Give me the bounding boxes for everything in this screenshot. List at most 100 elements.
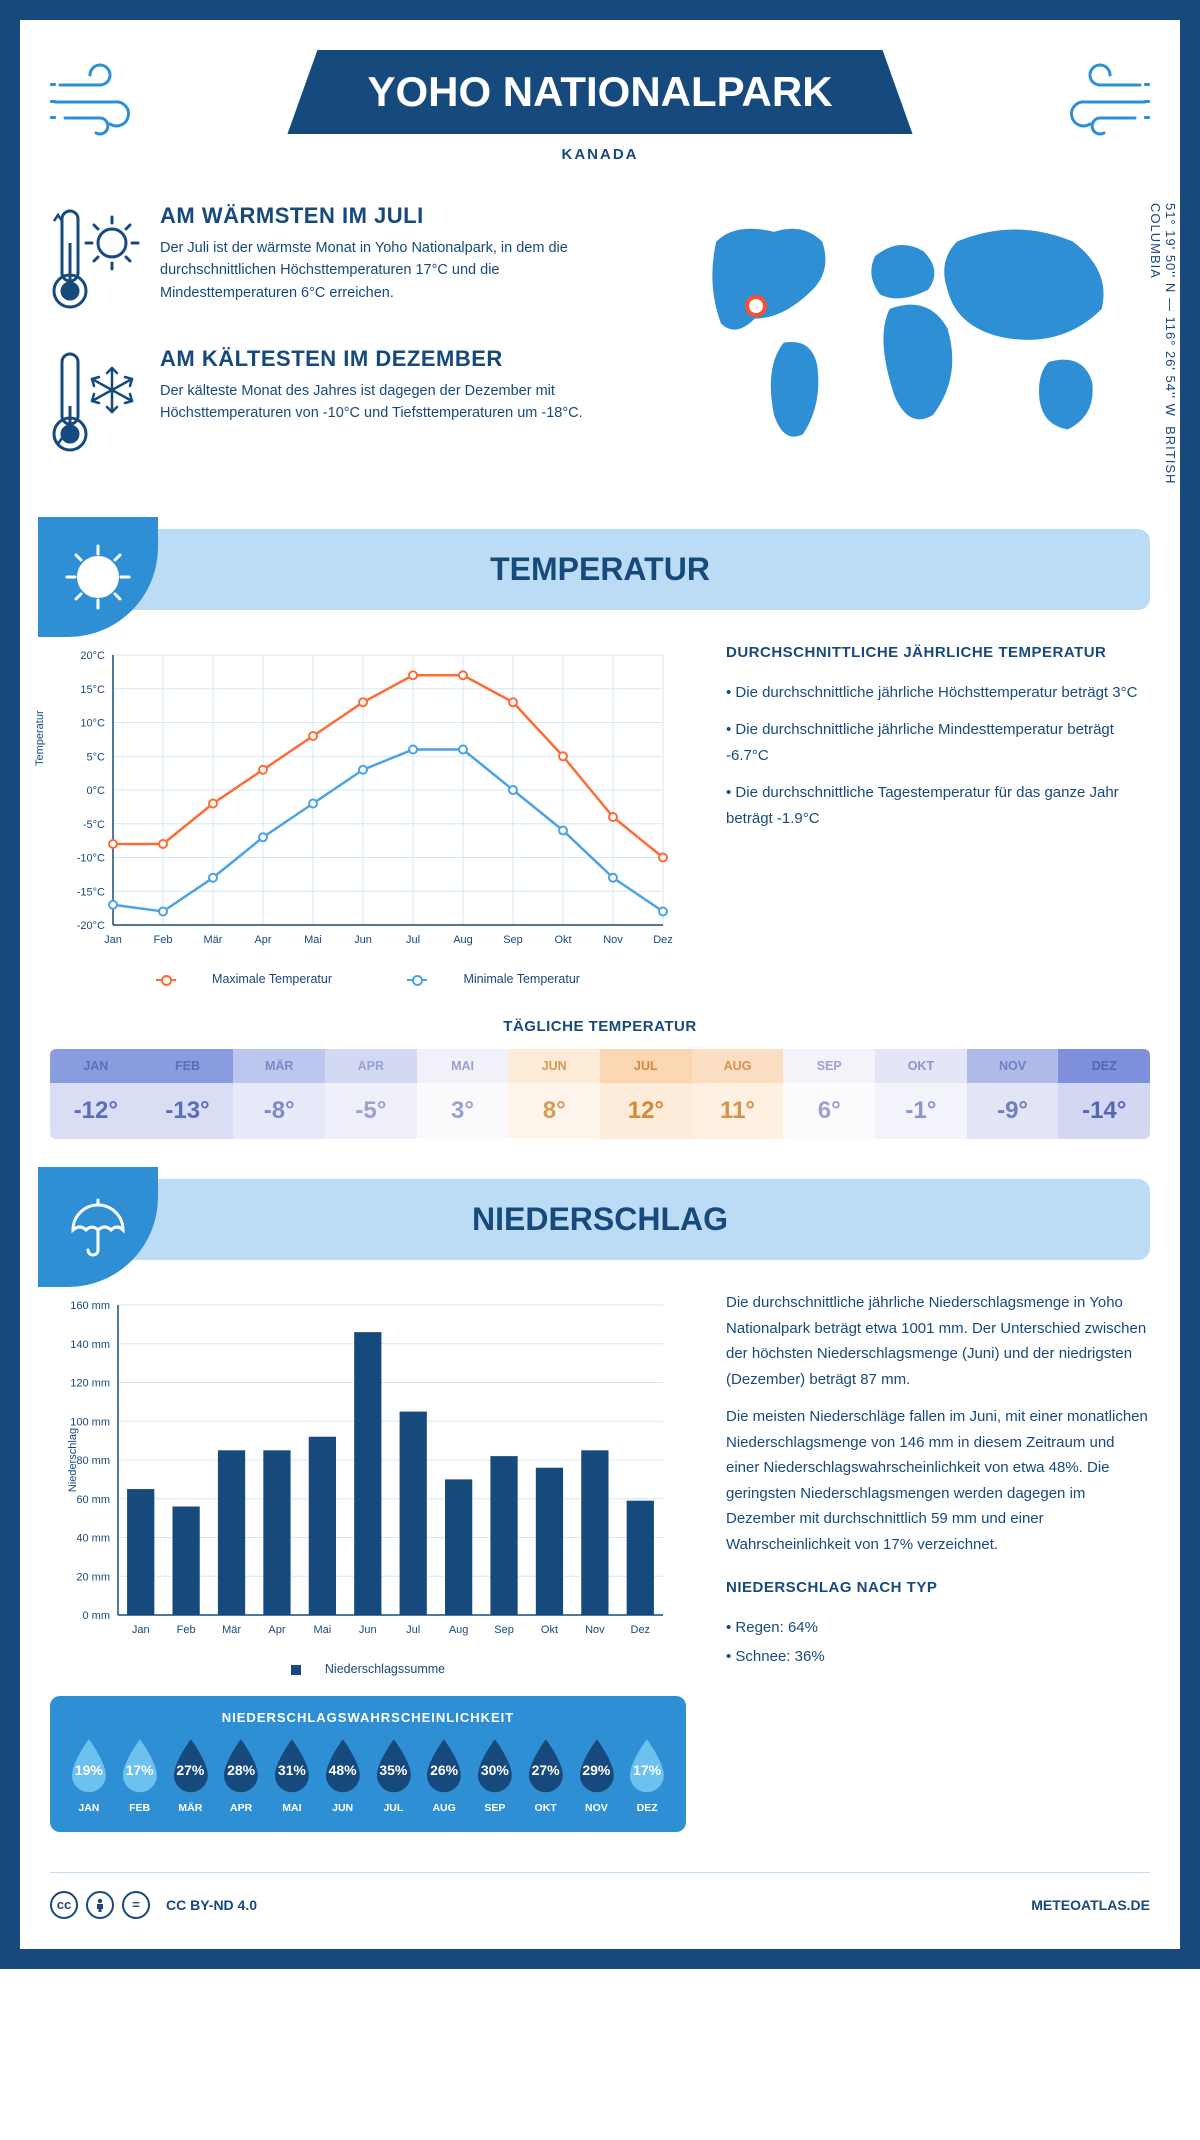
license-label: CC BY-ND 4.0	[166, 1897, 257, 1913]
temperature-line-chart: Temperatur -20°C-15°C-10°C-5°C0°C5°C10°C…	[50, 640, 686, 960]
probability-drop: 29% NOV	[574, 1737, 620, 1814]
temperature-section-header: TEMPERATUR	[50, 529, 1150, 610]
svg-text:15°C: 15°C	[80, 684, 105, 696]
svg-text:100 mm: 100 mm	[70, 1416, 110, 1428]
probability-drop: 35% JUL	[371, 1737, 417, 1814]
svg-text:Jan: Jan	[104, 934, 122, 946]
svg-text:Mai: Mai	[304, 934, 322, 946]
probability-drop: 26% AUG	[421, 1737, 467, 1814]
wind-icon	[50, 60, 170, 145]
precipitation-section-header: NIEDERSCHLAG	[50, 1179, 1150, 1260]
by-icon	[86, 1891, 114, 1919]
svg-text:-5°C: -5°C	[83, 819, 105, 831]
svg-text:Aug: Aug	[453, 934, 473, 946]
svg-text:Nov: Nov	[585, 1624, 605, 1636]
svg-text:Niederschlag: Niederschlag	[67, 1428, 79, 1492]
svg-text:Jun: Jun	[354, 934, 372, 946]
svg-text:0°C: 0°C	[87, 785, 106, 797]
svg-text:10°C: 10°C	[80, 718, 105, 730]
thermometer-cold-icon	[50, 346, 140, 461]
page-footer: cc = CC BY-ND 4.0 METEOATLAS.DE	[50, 1872, 1150, 1919]
svg-text:60 mm: 60 mm	[76, 1494, 110, 1506]
svg-text:5°C: 5°C	[87, 751, 106, 763]
probability-drop: 30% SEP	[472, 1737, 518, 1814]
svg-text:Feb: Feb	[177, 1624, 196, 1636]
svg-text:Dez: Dez	[631, 1624, 651, 1636]
cold-fact-text: Der kälteste Monat des Jahres ist dagege…	[160, 380, 628, 425]
wind-icon	[1030, 60, 1150, 145]
sun-icon	[38, 517, 158, 637]
key-facts: AM WÄRMSTEN IM JULI Der Juli ist der wär…	[50, 203, 628, 489]
temperature-summary: DURCHSCHNITTLICHE JÄHRLICHE TEMPERATUR •…	[726, 640, 1150, 986]
month-cell: JUL 12°	[600, 1049, 692, 1139]
probability-drop: 31% MAI	[269, 1737, 315, 1814]
month-cell: JAN -12°	[50, 1049, 142, 1139]
month-cell: AUG 11°	[692, 1049, 784, 1139]
svg-text:20°C: 20°C	[80, 650, 105, 662]
svg-text:120 mm: 120 mm	[70, 1378, 110, 1390]
svg-text:Mär: Mär	[204, 934, 223, 946]
month-cell: FEB -13°	[142, 1049, 234, 1139]
svg-text:Apr: Apr	[268, 1624, 285, 1636]
svg-text:Okt: Okt	[541, 1624, 558, 1636]
svg-text:Jun: Jun	[359, 1624, 377, 1636]
probability-drop: 17% FEB	[117, 1737, 163, 1814]
svg-text:Apr: Apr	[254, 934, 271, 946]
svg-text:80 mm: 80 mm	[76, 1455, 110, 1467]
cc-icon: cc	[50, 1891, 78, 1919]
cold-fact-title: AM KÄLTESTEN IM DEZEMBER	[160, 346, 628, 372]
svg-text:160 mm: 160 mm	[70, 1300, 110, 1312]
svg-text:-15°C: -15°C	[77, 886, 105, 898]
svg-text:Jan: Jan	[132, 1624, 150, 1636]
month-cell: NOV -9°	[967, 1049, 1059, 1139]
world-map: 51° 19' 50'' N — 116° 26' 54'' W BRITISH…	[668, 203, 1150, 489]
probability-drop: 17% DEZ	[624, 1737, 670, 1814]
svg-text:Dez: Dez	[653, 934, 673, 946]
month-cell: JUN 8°	[508, 1049, 600, 1139]
svg-text:-20°C: -20°C	[77, 920, 105, 932]
svg-text:Aug: Aug	[449, 1624, 469, 1636]
precipitation-legend: Niederschlagssumme	[50, 1662, 686, 1676]
month-cell: DEZ -14°	[1058, 1049, 1150, 1139]
month-cell: OKT -1°	[875, 1049, 967, 1139]
month-cell: MÄR -8°	[233, 1049, 325, 1139]
precipitation-probability-panel: NIEDERSCHLAGSWAHRSCHEINLICHKEIT 19% JAN …	[50, 1696, 686, 1832]
svg-text:0 mm: 0 mm	[83, 1610, 111, 1622]
svg-text:Okt: Okt	[554, 934, 571, 946]
daily-temp-title: TÄGLICHE TEMPERATUR	[50, 1018, 1150, 1035]
svg-text:20 mm: 20 mm	[76, 1571, 110, 1583]
thermometer-hot-icon	[50, 203, 140, 318]
svg-text:Jul: Jul	[406, 1624, 420, 1636]
svg-text:Feb: Feb	[154, 934, 173, 946]
svg-text:40 mm: 40 mm	[76, 1533, 110, 1545]
daily-temperature-strip: JAN -12° FEB -13° MÄR -8° APR -5° MAI 3°…	[50, 1049, 1150, 1139]
warm-fact-title: AM WÄRMSTEN IM JULI	[160, 203, 628, 229]
svg-text:Sep: Sep	[503, 934, 523, 946]
nd-icon: =	[122, 1891, 150, 1919]
svg-text:Mär: Mär	[222, 1624, 241, 1636]
brand-label: METEOATLAS.DE	[1031, 1897, 1150, 1913]
probability-drop: 27% OKT	[523, 1737, 569, 1814]
svg-text:Sep: Sep	[494, 1624, 514, 1636]
probability-drop: 27% MÄR	[168, 1737, 214, 1814]
month-cell: APR -5°	[325, 1049, 417, 1139]
svg-text:-10°C: -10°C	[77, 853, 105, 865]
svg-text:Nov: Nov	[603, 934, 623, 946]
license-badges: cc = CC BY-ND 4.0	[50, 1891, 257, 1919]
page-title: YOHO NATIONALPARK	[287, 50, 912, 134]
probability-drop: 48% JUN	[320, 1737, 366, 1814]
probability-drop: 19% JAN	[66, 1737, 112, 1814]
precipitation-summary: Die durchschnittliche jährliche Niedersc…	[726, 1290, 1150, 1832]
precipitation-bar-chart: 0 mm20 mm40 mm60 mm80 mm100 mm120 mm140 …	[50, 1290, 686, 1650]
temperature-legend: Maximale Temperatur Minimale Temperatur	[50, 972, 686, 986]
svg-text:Jul: Jul	[406, 934, 420, 946]
probability-drop: 28% APR	[218, 1737, 264, 1814]
warm-fact-text: Der Juli ist der wärmste Monat in Yoho N…	[160, 237, 628, 304]
page-header: YOHO NATIONALPARK KANADA	[50, 50, 1150, 163]
location-marker	[745, 295, 767, 317]
coordinates-label: 51° 19' 50'' N — 116° 26' 54'' W BRITISH…	[1148, 203, 1178, 489]
page-subtitle: KANADA	[50, 146, 1150, 163]
month-cell: SEP 6°	[783, 1049, 875, 1139]
svg-text:Mai: Mai	[314, 1624, 332, 1636]
month-cell: MAI 3°	[417, 1049, 509, 1139]
